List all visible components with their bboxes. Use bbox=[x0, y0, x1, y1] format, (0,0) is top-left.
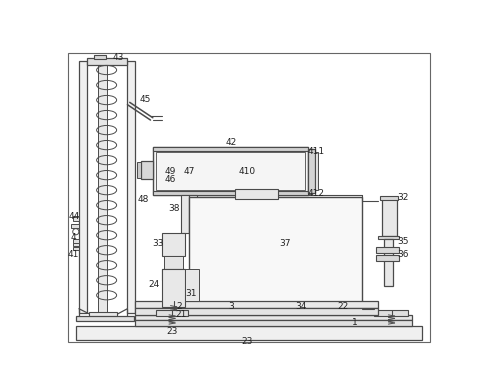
Bar bbox=[378, 235, 399, 239]
Bar bbox=[384, 239, 393, 285]
Text: 42: 42 bbox=[226, 138, 237, 147]
Text: 21: 21 bbox=[175, 310, 187, 319]
Bar bbox=[73, 216, 79, 221]
Bar bbox=[127, 61, 135, 312]
Bar bbox=[71, 224, 79, 228]
Text: 44: 44 bbox=[69, 212, 80, 221]
Text: 46: 46 bbox=[164, 175, 175, 184]
Text: 23: 23 bbox=[241, 337, 252, 346]
Text: 23: 23 bbox=[166, 327, 178, 336]
Bar bbox=[156, 152, 305, 190]
Bar bbox=[73, 243, 79, 246]
Bar bbox=[382, 197, 397, 235]
Bar bbox=[189, 197, 362, 311]
Text: 31: 31 bbox=[186, 289, 197, 298]
Text: 43: 43 bbox=[112, 53, 124, 62]
Bar bbox=[153, 147, 308, 151]
Bar bbox=[185, 269, 199, 301]
Text: 2: 2 bbox=[176, 302, 182, 311]
Bar bbox=[89, 312, 118, 319]
Bar bbox=[98, 61, 107, 312]
Text: 3: 3 bbox=[228, 302, 234, 311]
Text: 49: 49 bbox=[164, 167, 175, 176]
Bar bbox=[380, 196, 399, 200]
Text: 24: 24 bbox=[149, 280, 160, 289]
Bar bbox=[189, 195, 197, 233]
Text: 412: 412 bbox=[308, 189, 325, 198]
Bar bbox=[314, 152, 318, 190]
Bar bbox=[156, 310, 188, 316]
Bar bbox=[135, 308, 378, 315]
Text: 45: 45 bbox=[139, 95, 151, 104]
Bar bbox=[135, 315, 412, 320]
Bar bbox=[164, 256, 183, 269]
Bar bbox=[162, 233, 185, 256]
Bar bbox=[135, 320, 412, 326]
Bar bbox=[308, 149, 314, 193]
Text: 48: 48 bbox=[137, 195, 149, 204]
Text: 33: 33 bbox=[153, 239, 164, 248]
Text: 22: 22 bbox=[337, 302, 348, 311]
Text: 47: 47 bbox=[183, 167, 195, 176]
Text: 411: 411 bbox=[308, 147, 325, 156]
Bar bbox=[153, 191, 308, 195]
Bar bbox=[79, 61, 87, 312]
Text: 4: 4 bbox=[70, 233, 76, 242]
Text: 38: 38 bbox=[168, 204, 179, 213]
Bar bbox=[76, 326, 422, 339]
Bar bbox=[73, 247, 79, 250]
Bar bbox=[94, 55, 106, 59]
Bar bbox=[235, 189, 278, 199]
Text: 1: 1 bbox=[352, 318, 357, 327]
Bar bbox=[140, 161, 153, 179]
Text: 35: 35 bbox=[398, 237, 409, 246]
Bar bbox=[181, 195, 189, 233]
Text: 410: 410 bbox=[238, 167, 255, 176]
Bar bbox=[376, 255, 399, 261]
Bar bbox=[135, 301, 378, 308]
Text: 41: 41 bbox=[68, 250, 79, 259]
Bar bbox=[87, 58, 127, 65]
Bar bbox=[376, 247, 399, 253]
Bar bbox=[374, 310, 408, 316]
Bar bbox=[138, 162, 140, 178]
Text: 32: 32 bbox=[398, 193, 409, 202]
Text: 34: 34 bbox=[295, 302, 306, 311]
Bar bbox=[162, 269, 185, 280]
Bar bbox=[73, 239, 79, 242]
Bar bbox=[76, 316, 134, 321]
Text: 37: 37 bbox=[279, 239, 291, 248]
Bar bbox=[162, 269, 185, 307]
Text: 36: 36 bbox=[398, 250, 409, 259]
Bar bbox=[153, 147, 308, 195]
